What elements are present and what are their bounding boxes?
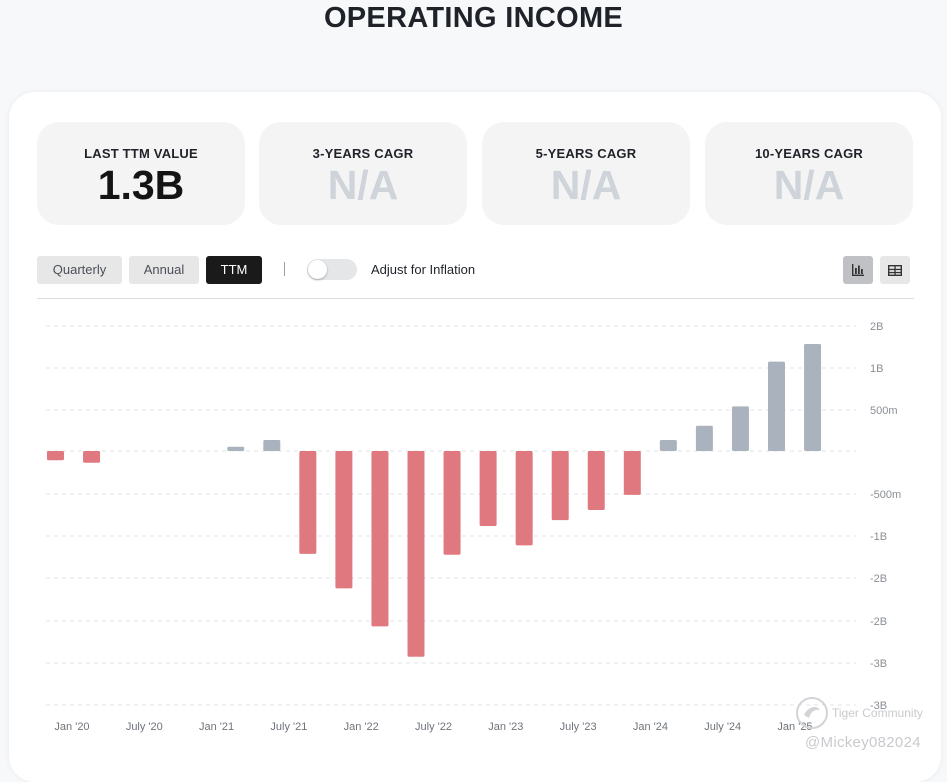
inflation-label: Adjust for Inflation xyxy=(371,262,476,277)
bar xyxy=(263,440,281,451)
ttm-button[interactable]: TTM xyxy=(206,256,262,284)
bar xyxy=(407,451,425,657)
bar-chart-icon xyxy=(852,264,864,276)
stat-label: 3-YEARS CAGR xyxy=(312,146,414,161)
x-tick-label: Jan '20 xyxy=(54,721,89,733)
quarterly-button[interactable]: Quarterly xyxy=(37,256,122,284)
stat-value: N/A xyxy=(773,162,845,208)
operating-income-chart: 2B 1B 500m -500m -1B -2B -2B -3B -3B Jan '20 July … xyxy=(46,321,901,733)
y-tick-label: 1B xyxy=(870,363,883,375)
x-tick-label: Jan '21 xyxy=(199,721,234,733)
stat-label: LAST TTM VALUE xyxy=(84,146,198,161)
x-tick-label: Jan '24 xyxy=(633,721,668,733)
y-tick-label: -500m xyxy=(870,489,901,501)
bar xyxy=(623,451,641,495)
bar xyxy=(731,406,749,451)
bar xyxy=(695,425,713,451)
stat-value: N/A xyxy=(550,162,622,208)
bar xyxy=(83,451,101,463)
table-icon xyxy=(888,264,902,276)
bar xyxy=(227,446,245,451)
stat-label: 10-YEARS CAGR xyxy=(754,146,864,161)
y-tick-label: -2B xyxy=(870,616,887,628)
controls-separator xyxy=(37,298,914,299)
y-tick-label: -3B xyxy=(870,658,887,670)
stat-value: 1.3B xyxy=(97,162,185,208)
chart-view-button[interactable] xyxy=(843,256,873,284)
page-title: OPERATING INCOME xyxy=(323,2,624,34)
y-tick-label: -2B xyxy=(870,573,887,585)
x-tick-label: July '23 xyxy=(560,721,597,733)
stat-card-ttm: LAST TTM VALUE 1.3B xyxy=(37,122,245,225)
y-tick-label: -1B xyxy=(870,531,887,543)
bar xyxy=(299,451,317,554)
bar xyxy=(804,343,822,451)
bar xyxy=(371,451,389,627)
stat-label: 5-YEARS CAGR xyxy=(535,146,637,161)
tiger-logo-icon xyxy=(796,697,828,729)
x-tick-label: July '24 xyxy=(704,721,741,733)
x-tick-label: Jan '23 xyxy=(488,721,523,733)
bar xyxy=(768,361,785,451)
x-tick-label: Jan '25 xyxy=(777,721,812,733)
x-tick-label: July '20 xyxy=(126,721,163,733)
bar xyxy=(659,440,677,451)
y-tick-label: -3B xyxy=(870,700,887,712)
x-tick-label: July '22 xyxy=(415,721,452,733)
y-tick-label: 500m xyxy=(870,405,898,417)
annual-button[interactable]: Annual xyxy=(129,256,199,284)
stat-card-10y-cagr: 10-YEARS CAGR N/A xyxy=(705,122,913,225)
watermark-brand: Tiger Community xyxy=(832,706,923,720)
bar xyxy=(587,451,605,511)
stat-value: N/A xyxy=(327,162,399,208)
x-tick-label: Jan '22 xyxy=(344,721,379,733)
bar xyxy=(443,451,461,555)
x-tick-label: July '21 xyxy=(270,721,307,733)
bar xyxy=(479,451,497,527)
bar xyxy=(47,451,64,461)
table-view-button[interactable] xyxy=(880,256,910,284)
y-tick-label: 2B xyxy=(870,321,883,333)
stat-card-3y-cagr: 3-YEARS CAGR N/A xyxy=(259,122,467,225)
toggle-knob[interactable] xyxy=(308,260,327,279)
bar xyxy=(551,451,569,521)
bar xyxy=(515,451,533,546)
watermark-handle: @Mickey082024 xyxy=(805,734,921,751)
bar xyxy=(335,451,353,589)
controls-divider xyxy=(284,262,285,276)
stat-card-5y-cagr: 5-YEARS CAGR N/A xyxy=(482,122,690,225)
inflation-toggle[interactable] xyxy=(307,259,357,280)
